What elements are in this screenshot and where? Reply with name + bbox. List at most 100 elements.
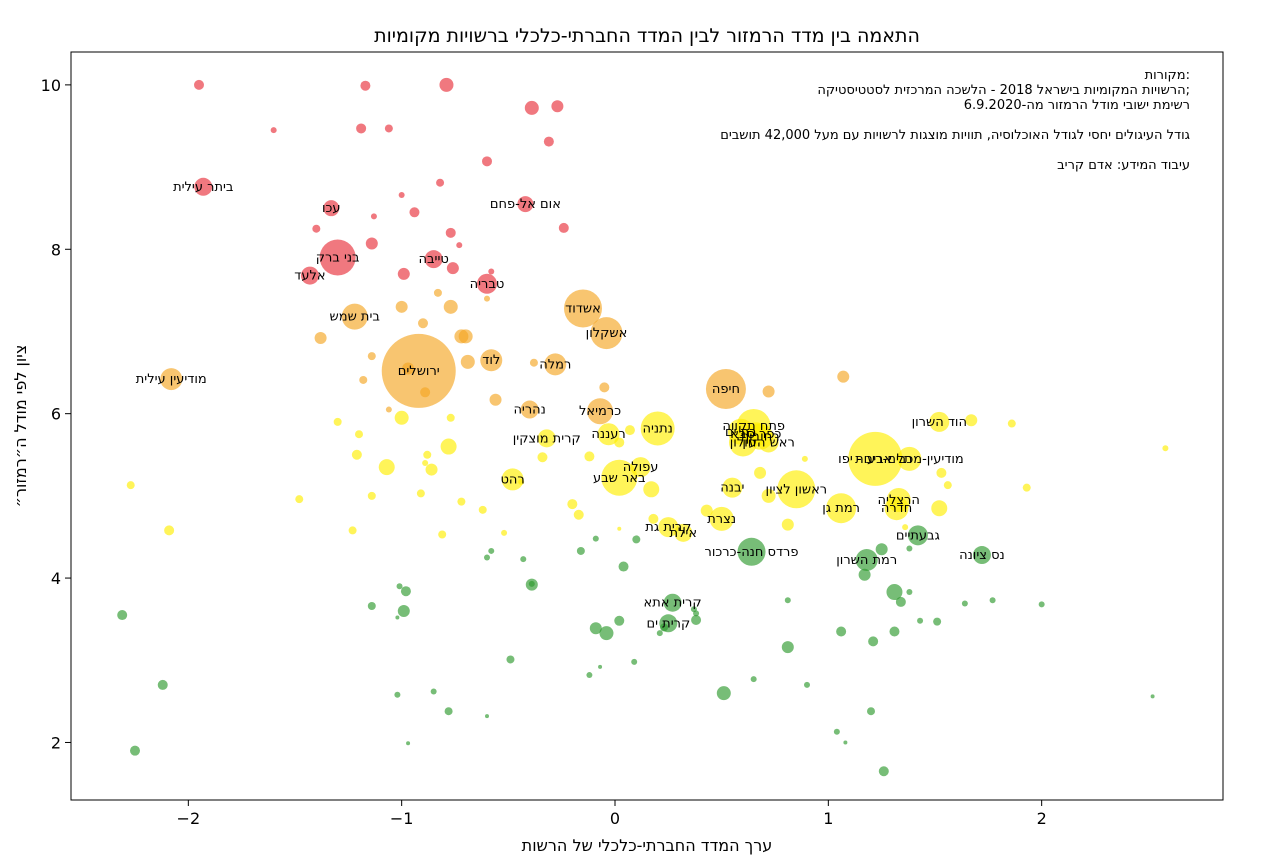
data-point <box>477 273 497 294</box>
point-label: נס ציונה <box>959 548 1005 563</box>
data-point <box>443 299 458 314</box>
point-label: באר שבע <box>593 471 646 486</box>
data-point <box>160 368 183 391</box>
data-point <box>663 593 682 612</box>
data-point <box>518 478 525 485</box>
x-tick-label: −2 <box>177 809 201 828</box>
data-point <box>597 423 620 446</box>
data-point <box>837 370 850 383</box>
data-point <box>484 295 490 302</box>
point-label: כרמיאל <box>579 404 621 419</box>
data-point <box>658 517 679 538</box>
data-point <box>406 741 411 746</box>
annotation-line: רשימת ישובי מודל הרמזור מה-6.9.2020 <box>964 98 1190 113</box>
data-point <box>385 406 392 413</box>
data-point <box>691 614 702 625</box>
data-point <box>762 385 775 398</box>
data-point <box>906 545 913 552</box>
data-point <box>130 745 140 756</box>
data-point <box>438 530 447 539</box>
data-point <box>886 584 903 601</box>
point-label: ירושלים <box>398 364 440 379</box>
point-label: קרית מוצקין <box>513 431 581 446</box>
data-point <box>801 455 808 462</box>
data-point <box>367 352 376 361</box>
data-point <box>601 459 638 496</box>
data-point <box>674 523 693 542</box>
point-label: רמת גן <box>822 501 860 516</box>
data-point <box>396 583 403 590</box>
data-point <box>480 349 503 372</box>
data-point <box>528 580 535 587</box>
point-label: הוד השרון <box>912 415 967 430</box>
data-point <box>444 707 453 716</box>
data-point <box>482 156 492 167</box>
data-point <box>586 672 593 679</box>
point-label: תל אביב - יפו <box>838 452 912 467</box>
annotation-line: מקורות: <box>1145 68 1190 83</box>
data-point <box>367 491 376 500</box>
data-point <box>878 766 889 777</box>
data-point <box>902 524 909 531</box>
data-point <box>394 410 409 425</box>
data-point <box>1022 483 1031 492</box>
data-point <box>1038 601 1045 608</box>
data-point <box>855 548 878 571</box>
data-point <box>537 452 548 463</box>
point-label: חיפה <box>712 382 740 397</box>
x-tick-label: 2 <box>1037 809 1047 828</box>
data-point <box>395 300 408 313</box>
data-point <box>194 177 213 196</box>
data-point <box>359 375 368 384</box>
y-tick-label: 10 <box>41 76 61 95</box>
data-point <box>537 429 556 448</box>
data-point <box>848 431 903 486</box>
point-label: ביתר עילית <box>173 180 233 195</box>
data-point <box>506 655 515 664</box>
point-label: ראש העין <box>742 435 794 450</box>
data-point <box>300 266 319 285</box>
data-point <box>489 393 502 406</box>
data-point <box>367 602 376 611</box>
y-tick-label: 8 <box>51 240 61 259</box>
data-point <box>398 192 405 199</box>
data-point <box>378 459 395 476</box>
data-point <box>599 382 610 393</box>
data-point <box>777 470 816 509</box>
data-point <box>640 411 675 446</box>
data-point <box>643 481 660 498</box>
data-point <box>436 178 445 187</box>
sources-annotation: מקורות:הרשויות המקומיות בישראל 2018 - הל… <box>720 68 1190 173</box>
data-point <box>1150 694 1155 699</box>
data-point <box>584 451 595 462</box>
data-point <box>422 459 429 466</box>
data-point <box>314 332 327 345</box>
data-point <box>690 606 697 613</box>
data-point <box>194 79 204 90</box>
point-label: רמלה <box>539 357 571 372</box>
point-label: יבנה <box>720 481 744 496</box>
data-point <box>1162 445 1169 452</box>
data-point <box>750 676 757 683</box>
data-point <box>488 547 495 554</box>
data-point <box>416 489 425 498</box>
data-point <box>972 546 991 565</box>
data-point <box>936 467 947 478</box>
data-point <box>485 714 489 719</box>
data-point <box>716 686 731 701</box>
data-point <box>576 546 585 555</box>
data-point <box>381 333 456 408</box>
data-point <box>895 596 906 607</box>
data-point <box>402 362 415 375</box>
point-label: גבעתיים <box>896 528 940 543</box>
point-label: רחובות <box>741 430 780 445</box>
data-point <box>117 610 128 621</box>
point-label: טייבה <box>419 252 449 267</box>
data-point <box>868 636 879 647</box>
data-point <box>348 526 357 535</box>
data-points <box>117 77 1169 777</box>
y-tick-label: 4 <box>51 569 61 588</box>
data-point <box>355 430 363 439</box>
data-point <box>599 626 614 641</box>
